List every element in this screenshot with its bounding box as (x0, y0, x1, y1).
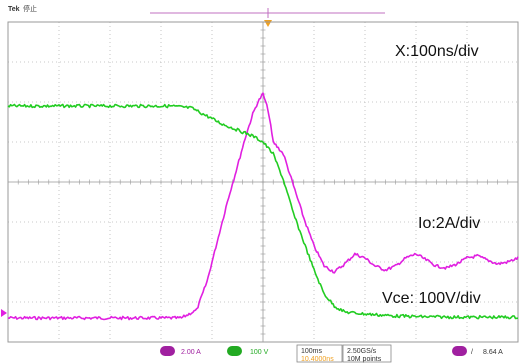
graticule (7, 21, 519, 343)
trigger-slope-icon: / (471, 349, 473, 356)
timebase-annotation: X:100ns/div (395, 43, 479, 60)
current-scale-annotation: Io:2A/div (418, 215, 480, 232)
sample-rate: 2.50GS/s (347, 348, 377, 355)
status-bar: 2.00 A 100 V 100ms 10.4000ns 2.50GS/s 10… (160, 344, 503, 363)
brand-label: Tek (8, 6, 20, 13)
voltage-scale-annotation: Vce: 100V/div (382, 290, 481, 307)
voltage-trace (7, 103, 519, 320)
trigger-level: 8.64 A (483, 349, 503, 356)
ch1-scale: 100 V (250, 349, 269, 356)
current-trace (7, 92, 519, 321)
acquisition-readout-box (342, 344, 392, 363)
graticule-border (7, 21, 519, 343)
horizontal-readout-box (296, 344, 343, 363)
ch3-indicator-icon (160, 346, 175, 356)
trigger-position-icon (264, 20, 272, 27)
record-length: 10M points (347, 356, 382, 363)
horizontal-position: 10.4000ns (301, 356, 334, 363)
acquisition-state: 停止 (23, 4, 37, 13)
horizontal-scale: 100ms (301, 348, 323, 355)
ch1-indicator-icon (227, 346, 242, 356)
trigger-source-icon (452, 346, 467, 356)
ch3-scale: 2.00 A (181, 349, 201, 356)
ground-reference-icon (1, 309, 7, 317)
